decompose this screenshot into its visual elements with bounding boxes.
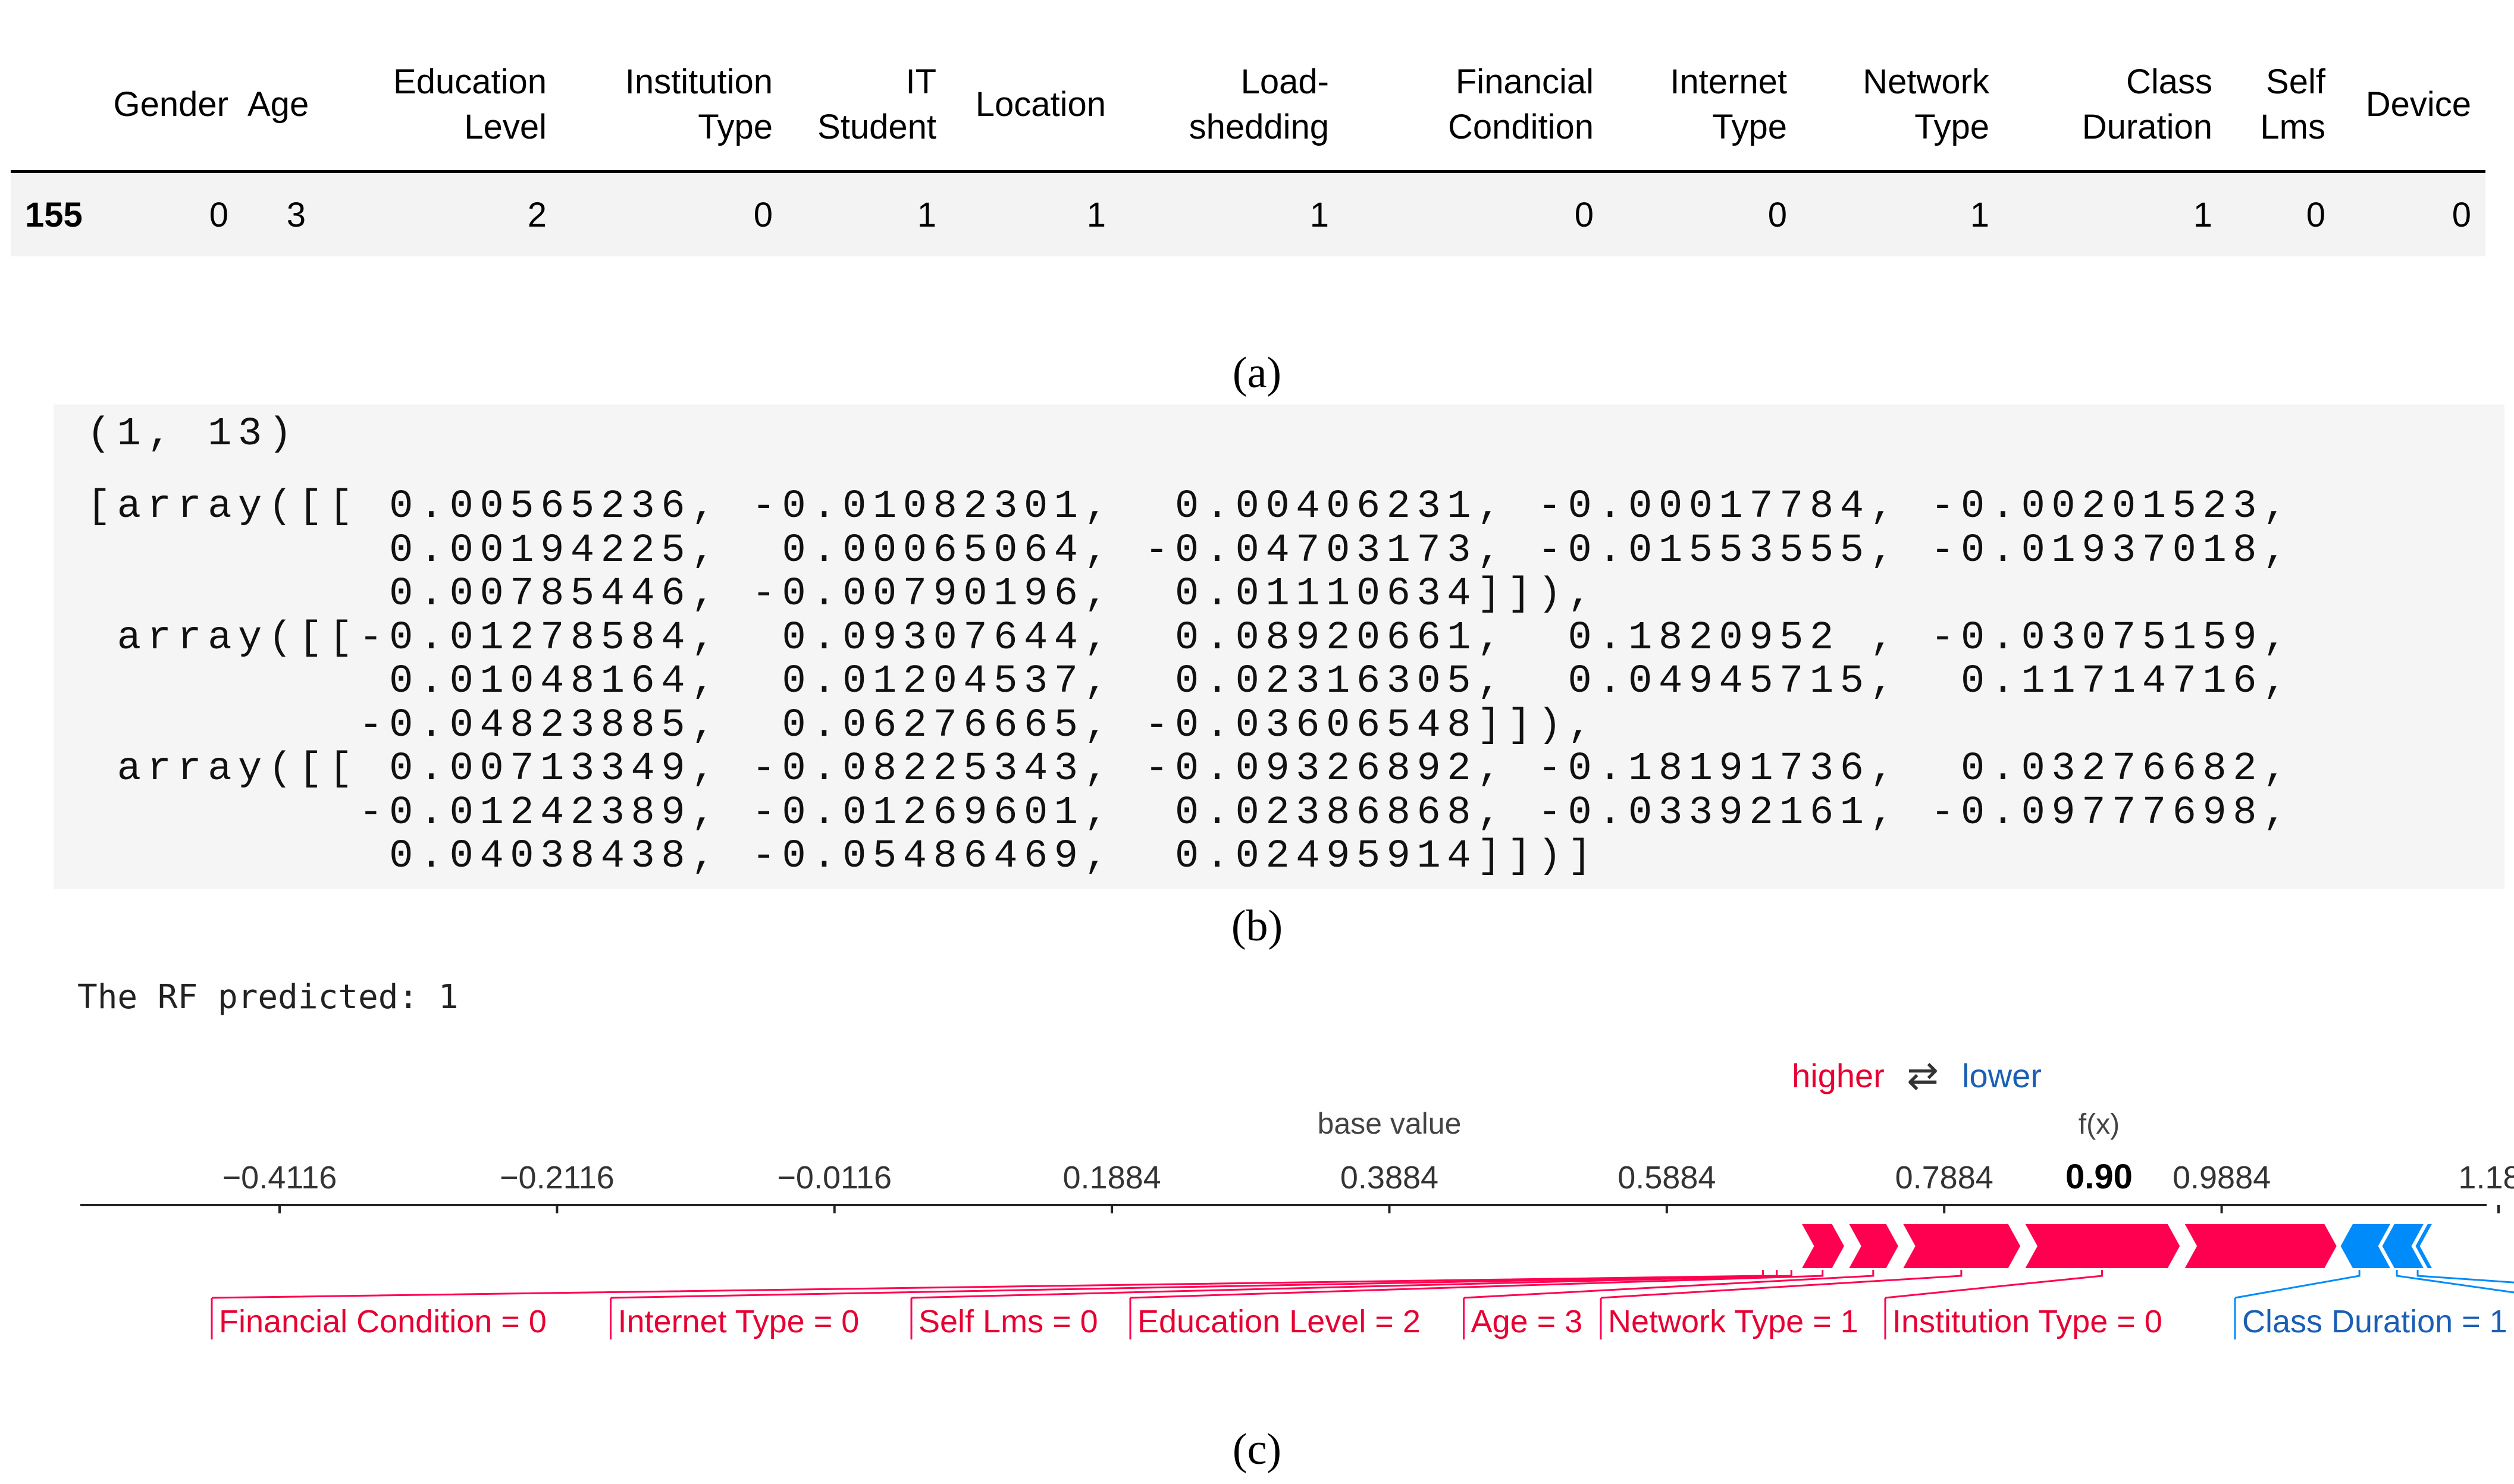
label-connector	[2234, 1270, 2361, 1299]
positive-feature-label: Network Type = 1	[1608, 1304, 1858, 1339]
positive-shap-bar	[1753, 1221, 1772, 1272]
fx-value: 0.90	[2065, 1157, 2133, 1196]
axis-tick-label: −0.2116	[500, 1160, 615, 1196]
column-header: Internet Type	[1608, 42, 1801, 173]
prediction-text: The RF predicted: 1	[77, 978, 459, 1016]
index-header	[11, 42, 85, 173]
label-connector	[1463, 1270, 1874, 1299]
feature-table: Gender Age Education Level Institution Type…	[11, 42, 2485, 256]
legend-arrow-icon: ⇄	[1907, 1054, 1939, 1098]
label-connector	[2416, 1270, 2514, 1284]
code-output-panel: (1, 13) [array([[ 0.00565236, -0.0108230…	[54, 404, 2504, 889]
column-header: Financial Condition	[1343, 42, 1608, 173]
column-header: Age	[243, 42, 320, 173]
axis-tick-label: 0.1884	[1063, 1160, 1161, 1196]
label-connector	[1130, 1270, 1824, 1299]
label-connector	[1885, 1270, 2104, 1299]
table-cell: 0	[85, 171, 243, 256]
positive-shap-bar	[2019, 1221, 2184, 1272]
row-index: 155	[11, 171, 85, 256]
table-cell: 1	[951, 171, 1120, 256]
axis-tick-label: −0.4116	[222, 1160, 337, 1196]
caption-a: (a)	[1232, 349, 1282, 397]
positive-shap-bar	[2178, 1221, 2341, 1272]
label-connector	[1600, 1270, 1963, 1299]
table-cell: 0	[1343, 171, 1608, 256]
column-header: IT Student	[787, 42, 951, 173]
axis-tick-label: 0.7884	[1895, 1160, 1993, 1196]
axis-tick-label: 1.188	[2458, 1160, 2514, 1196]
axis-tick-label: 0.9884	[2173, 1160, 2271, 1196]
force-plot-panel: The RF predicted: 1 higher ⇄ lower base val…	[0, 952, 2514, 1427]
table-cell: 1	[1120, 171, 1343, 256]
caption-c: (c)	[1232, 1425, 1282, 1474]
positive-feature-label: Self Lms = 0	[919, 1304, 1098, 1339]
base-value-label: base value	[1318, 1107, 1462, 1140]
column-header: Institution Type	[561, 42, 787, 173]
negative-feature-label: Class Duration = 1	[2242, 1304, 2507, 1339]
table-cell: 1	[787, 171, 951, 256]
positive-shap-bar	[1795, 1221, 1848, 1272]
table-cell: 3	[243, 171, 320, 256]
axis-tick-label: −0.0116	[777, 1160, 892, 1196]
legend-higher: higher	[1792, 1057, 1885, 1094]
positive-shap-bar	[1767, 1221, 1786, 1272]
column-header: Self Lms	[2227, 42, 2340, 173]
caption-b: (b)	[1231, 902, 1283, 950]
table-cell: 0	[561, 171, 787, 256]
table-cell: 1	[1801, 171, 2004, 256]
positive-feature-label: Age = 3	[1471, 1304, 1583, 1339]
column-header: Location	[951, 42, 1120, 173]
table-cell: 0	[2340, 171, 2485, 256]
positive-feature-label: Education Level = 2	[1137, 1304, 1421, 1339]
fx-label: f(x)	[2079, 1109, 2120, 1140]
column-header: Class Duration	[2004, 42, 2227, 173]
shape-output: (1, 13)	[87, 412, 299, 457]
positive-feature-label: Internet Type = 0	[618, 1304, 860, 1339]
column-header: Education Level	[320, 42, 561, 173]
axis-tick-label: 0.3884	[1340, 1160, 1438, 1196]
column-header: Network Type	[1801, 42, 2004, 173]
axis-tick-label: 0.5884	[1618, 1160, 1716, 1196]
positive-shap-bar	[1781, 1221, 1801, 1272]
label-connector	[2396, 1270, 2514, 1294]
shap-values-output: [array([[ 0.00565236, -0.01082301, 0.004…	[87, 484, 2293, 879]
column-header: Device	[2340, 42, 2485, 173]
feature-table-panel: Gender Age Education Level Institution Type…	[11, 42, 2485, 256]
table-cell: 1	[2004, 171, 2227, 256]
label-connector	[911, 1270, 1792, 1299]
positive-feature-label: Institution Type = 0	[1892, 1304, 2162, 1339]
force-plot: higher ⇄ lower base value f(x) −0.4116 −0.2116…	[80, 1054, 2514, 1339]
legend-lower: lower	[1962, 1057, 2042, 1094]
column-header: Load- shedding	[1120, 42, 1343, 173]
column-header: Gender	[85, 42, 243, 173]
positive-shap-bar	[1843, 1221, 1902, 1272]
positive-shap-bar	[1897, 1221, 2024, 1272]
table-cell: 0	[2227, 171, 2340, 256]
positive-feature-label: Financial Condition = 0	[219, 1304, 547, 1339]
negative-shap-bar	[2411, 1221, 2438, 1272]
table-cell: 2	[320, 171, 561, 256]
table-cell: 0	[1608, 171, 1801, 256]
table-header-row: Gender Age Education Level Institution Type…	[11, 42, 2485, 173]
